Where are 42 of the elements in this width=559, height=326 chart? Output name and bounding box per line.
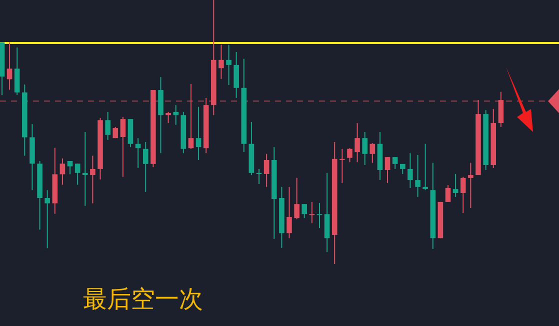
candlestick <box>286 186 292 239</box>
candlestick <box>498 91 504 128</box>
candlestick <box>226 44 232 86</box>
candlestick <box>166 111 171 124</box>
candlestick <box>340 148 345 184</box>
candlestick <box>362 132 368 166</box>
candlestick <box>347 148 352 163</box>
candlestick <box>120 116 126 178</box>
candlestick <box>452 173 458 198</box>
text: 最后空一次 <box>83 285 203 313</box>
candlestick <box>408 152 413 188</box>
candlestick <box>188 83 194 150</box>
candlestick <box>460 176 466 214</box>
candlestick <box>309 201 315 224</box>
candlestick <box>354 122 360 163</box>
candlestick <box>14 47 20 96</box>
candlestick <box>90 155 96 204</box>
candlestick <box>135 138 141 168</box>
candlestick <box>256 168 262 185</box>
candlestick <box>105 111 110 140</box>
candlestick <box>264 153 270 188</box>
candlestick <box>422 143 428 191</box>
candlestick <box>67 160 73 175</box>
candlestick <box>6 42 12 90</box>
candlestick <box>294 177 300 220</box>
candlestick <box>142 142 148 192</box>
candlestick <box>468 162 474 209</box>
candlestick <box>173 104 178 126</box>
candlestick <box>234 52 239 98</box>
candlestick <box>370 142 376 164</box>
candlestick <box>82 132 88 206</box>
candlestick <box>196 106 202 160</box>
candlestick <box>392 156 398 170</box>
candlestick <box>302 204 308 219</box>
candlestick <box>445 184 451 202</box>
candlestick <box>218 44 224 80</box>
candlestick <box>44 190 50 249</box>
candlestick <box>60 158 66 186</box>
candlestick <box>415 154 420 198</box>
candlestick <box>316 202 322 229</box>
candlestick <box>74 163 80 186</box>
candlestick <box>384 156 390 184</box>
